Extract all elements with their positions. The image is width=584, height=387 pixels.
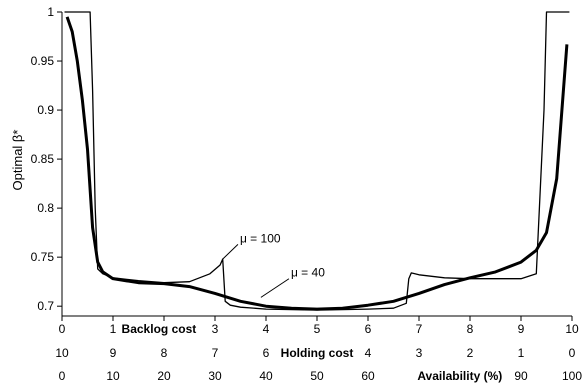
x-tick-label: 7	[212, 346, 219, 360]
x-axis-title: Availability (%)	[417, 369, 502, 383]
x-tick-label: 30	[208, 369, 222, 383]
y-tick-label: 0.7	[37, 299, 54, 313]
x-tick-label: 0	[59, 369, 66, 383]
x-tick-label: 1	[110, 322, 117, 336]
x-tick-label: 10	[565, 322, 579, 336]
y-tick-label: 0.9	[37, 103, 54, 117]
x-tick-label: 8	[467, 322, 474, 336]
chart-axes	[61, 12, 573, 321]
x-tick-label: 4	[365, 346, 372, 360]
x-tick-label: 60	[361, 369, 375, 383]
x-tick-label: 40	[259, 369, 273, 383]
y-tick-label: 0.75	[31, 250, 55, 264]
x-axis-title: Backlog cost	[122, 322, 197, 336]
x-tick-label: 20	[157, 369, 171, 383]
x-tick-label: 4	[263, 322, 270, 336]
x-tick-label: 6	[263, 346, 270, 360]
x-tick-label: 0	[59, 322, 66, 336]
y-tick-label: 1	[47, 5, 54, 19]
chart-annotations: μ = 100 μ = 40	[222, 231, 325, 298]
y-tick-label: 0.8	[37, 201, 54, 215]
x-tick-label: 8	[161, 346, 168, 360]
chart-series	[64, 11, 570, 311]
x-tick-label: 10	[55, 346, 69, 360]
x-tick-label: 3	[212, 322, 219, 336]
x-tick-label: 7	[416, 322, 423, 336]
x-tick-label: 0	[569, 346, 576, 360]
x-tick-label: 6	[365, 322, 372, 336]
x-tick-label: 50	[310, 369, 324, 383]
x-tick-label: 9	[110, 346, 117, 360]
x-tick-label: 1	[518, 346, 525, 360]
y-axis-ticks: 0.7 0.75 0.8 0.85 0.9 0.95 1	[31, 5, 62, 313]
x-tick-label: 3	[416, 346, 423, 360]
x-tick-label: 9	[518, 322, 525, 336]
y-tick-label: 0.95	[31, 54, 55, 68]
x-tick-label: 10	[106, 369, 120, 383]
y-axis-title: Optimal β*	[10, 130, 25, 191]
series-line	[65, 16, 569, 311]
x-tick-label: 100	[562, 369, 582, 383]
y-tick-label: 0.85	[31, 152, 55, 166]
x-tick-label: 2	[467, 346, 474, 360]
x-tick-label: 5	[314, 322, 321, 336]
x-tick-label: 90	[514, 369, 528, 383]
x-axis-title: Holding cost	[281, 346, 354, 360]
annotation-leader	[222, 244, 239, 260]
annotation-label: μ = 40	[291, 266, 325, 280]
annotation-leader	[260, 278, 290, 298]
annotation-label: μ = 100	[240, 231, 281, 245]
